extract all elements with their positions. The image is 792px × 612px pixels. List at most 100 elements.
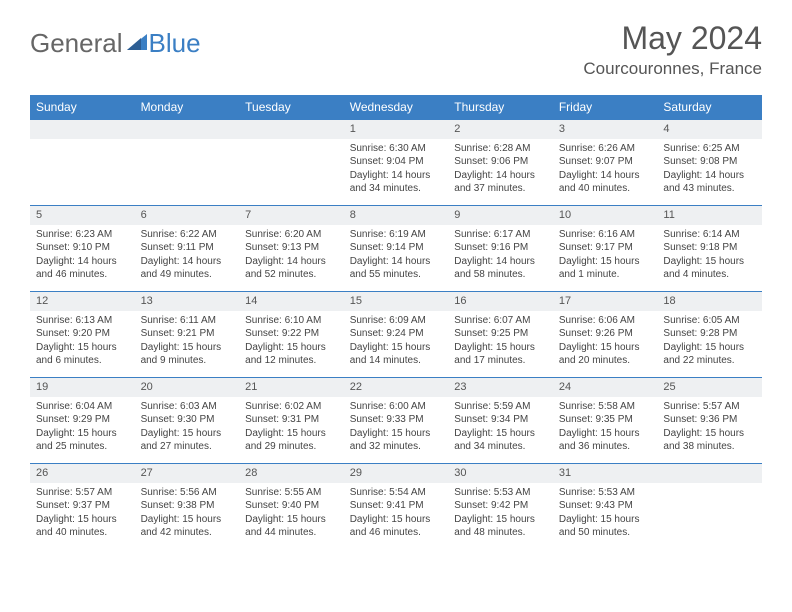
sunset-line: Sunset: 9:18 PM — [663, 241, 756, 255]
sunrise-line: Sunrise: 6:06 AM — [559, 314, 652, 328]
sunrise-line: Sunrise: 6:16 AM — [559, 228, 652, 242]
day-cell: 13Sunrise: 6:11 AMSunset: 9:21 PMDayligh… — [135, 291, 240, 377]
sunrise-line: Sunrise: 6:22 AM — [141, 228, 234, 242]
sunset-line: Sunset: 9:24 PM — [350, 327, 443, 341]
day-number: 29 — [344, 464, 449, 483]
sunrise-line: Sunrise: 5:53 AM — [454, 486, 547, 500]
sunrise-line: Sunrise: 5:55 AM — [245, 486, 338, 500]
sunrise-line: Sunrise: 6:28 AM — [454, 142, 547, 156]
day-details — [657, 483, 762, 543]
daylight-line: Daylight: 14 hours and 46 minutes. — [36, 255, 129, 282]
day-details: Sunrise: 6:07 AMSunset: 9:25 PMDaylight:… — [448, 311, 553, 374]
day-cell: 7Sunrise: 6:20 AMSunset: 9:13 PMDaylight… — [239, 205, 344, 291]
sunrise-line: Sunrise: 6:30 AM — [350, 142, 443, 156]
weekday-header: Sunday — [30, 95, 135, 119]
day-cell: 29 Sunrise: 5:54 AMSunset: 9:41 PMDayligh… — [344, 463, 449, 549]
day-details: Sunrise: 6:14 AMSunset: 9:18 PMDaylight:… — [657, 225, 762, 288]
sunset-line: Sunset: 9:25 PM — [454, 327, 547, 341]
day-number: 17 — [553, 292, 658, 311]
day-cell: 16Sunrise: 6:07 AMSunset: 9:25 PMDayligh… — [448, 291, 553, 377]
sunset-line: Sunset: 9:35 PM — [559, 413, 652, 427]
day-details: Sunrise: 6:13 AMSunset: 9:20 PMDaylight:… — [30, 311, 135, 374]
day-number: 26 — [30, 464, 135, 483]
weekday-header: Monday — [135, 95, 240, 119]
empty-day-cell — [30, 119, 135, 205]
day-cell: 30Sunrise: 5:53 AMSunset: 9:42 PMDayligh… — [448, 463, 553, 549]
sunset-line: Sunset: 9:22 PM — [245, 327, 338, 341]
weekday-header: Wednesday — [344, 95, 449, 119]
weekday-header-row: SundayMondayTuesdayWednesdayThursdayFrid… — [30, 95, 762, 119]
day-number: 23 — [448, 378, 553, 397]
day-number: 8 — [344, 206, 449, 225]
sunrise-line: Sunrise: 5:58 AM — [559, 400, 652, 414]
day-details: Sunrise: 6:25 AMSunset: 9:08 PMDaylight:… — [657, 139, 762, 202]
day-number: 27 — [135, 464, 240, 483]
sunrise-line: Sunrise: 5:53 AM — [559, 486, 652, 500]
brand-logo: General Blue — [30, 28, 201, 59]
day-details: Sunrise: 6:17 AMSunset: 9:16 PMDaylight:… — [448, 225, 553, 288]
day-details: Sunrise: 5:53 AMSunset: 9:43 PMDaylight:… — [553, 483, 658, 546]
daylight-line: Daylight: 14 hours and 40 minutes. — [559, 169, 652, 196]
day-number: 22 — [344, 378, 449, 397]
sunrise-line: Sunrise: 6:20 AM — [245, 228, 338, 242]
day-number: 14 — [239, 292, 344, 311]
daylight-line: Daylight: 15 hours and 29 minutes. — [245, 427, 338, 454]
day-details: Sunrise: 6:28 AMSunset: 9:06 PMDaylight:… — [448, 139, 553, 202]
sunset-line: Sunset: 9:07 PM — [559, 155, 652, 169]
location-label: Courcouronnes, France — [583, 59, 762, 79]
day-cell: 14Sunrise: 6:10 AMSunset: 9:22 PMDayligh… — [239, 291, 344, 377]
daylight-line: Daylight: 15 hours and 46 minutes. — [350, 513, 443, 540]
sunset-line: Sunset: 9:33 PM — [350, 413, 443, 427]
sunrise-line: Sunrise: 6:23 AM — [36, 228, 129, 242]
daylight-line: Daylight: 15 hours and 20 minutes. — [559, 341, 652, 368]
day-number: 15 — [344, 292, 449, 311]
day-cell: 15 Sunrise: 6:09 AMSunset: 9:24 PMDayligh… — [344, 291, 449, 377]
sunset-line: Sunset: 9:37 PM — [36, 499, 129, 513]
sunrise-line: Sunrise: 5:54 AM — [350, 486, 443, 500]
day-number: 2 — [448, 120, 553, 139]
day-number: 16 — [448, 292, 553, 311]
day-details: Sunrise: 6:10 AMSunset: 9:22 PMDaylight:… — [239, 311, 344, 374]
daylight-line: Daylight: 14 hours and 55 minutes. — [350, 255, 443, 282]
sunrise-line: Sunrise: 6:26 AM — [559, 142, 652, 156]
weekday-header: Saturday — [657, 95, 762, 119]
day-number: 21 — [239, 378, 344, 397]
brand-part1: General — [30, 28, 123, 59]
day-cell: 1Sunrise: 6:30 AMSunset: 9:04 PMDaylight… — [344, 119, 449, 205]
sunset-line: Sunset: 9:06 PM — [454, 155, 547, 169]
day-number: 6 — [135, 206, 240, 225]
day-cell: 9Sunrise: 6:17 AMSunset: 9:16 PMDaylight… — [448, 205, 553, 291]
day-details: Sunrise: 5:57 AMSunset: 9:37 PMDaylight:… — [30, 483, 135, 546]
daylight-line: Daylight: 15 hours and 25 minutes. — [36, 427, 129, 454]
sunset-line: Sunset: 9:16 PM — [454, 241, 547, 255]
daylight-line: Daylight: 15 hours and 1 minute. — [559, 255, 652, 282]
day-details: Sunrise: 6:06 AMSunset: 9:26 PMDaylight:… — [553, 311, 658, 374]
sunset-line: Sunset: 9:41 PM — [350, 499, 443, 513]
sunrise-line: Sunrise: 6:09 AM — [350, 314, 443, 328]
day-cell: 22Sunrise: 6:00 AMSunset: 9:33 PMDayligh… — [344, 377, 449, 463]
empty-day-cell — [239, 119, 344, 205]
sunset-line: Sunset: 9:36 PM — [663, 413, 756, 427]
day-number: 11 — [657, 206, 762, 225]
sunrise-line: Sunrise: 5:56 AM — [141, 486, 234, 500]
day-details: Sunrise: 6:11 AMSunset: 9:21 PMDaylight:… — [135, 311, 240, 374]
sunset-line: Sunset: 9:20 PM — [36, 327, 129, 341]
day-number: 30 — [448, 464, 553, 483]
day-number: 18 — [657, 292, 762, 311]
daylight-line: Daylight: 15 hours and 44 minutes. — [245, 513, 338, 540]
day-cell: 24Sunrise: 5:58 AMSunset: 9:35 PMDayligh… — [553, 377, 658, 463]
daylight-line: Daylight: 14 hours and 58 minutes. — [454, 255, 547, 282]
day-details: Sunrise: 5:57 AMSunset: 9:36 PMDaylight:… — [657, 397, 762, 460]
daylight-line: Daylight: 15 hours and 48 minutes. — [454, 513, 547, 540]
daylight-line: Daylight: 15 hours and 14 minutes. — [350, 341, 443, 368]
day-cell: 4Sunrise: 6:25 AMSunset: 9:08 PMDaylight… — [657, 119, 762, 205]
day-number: 13 — [135, 292, 240, 311]
day-details: Sunrise: 5:55 AMSunset: 9:40 PMDaylight:… — [239, 483, 344, 546]
daylight-line: Daylight: 15 hours and 40 minutes. — [36, 513, 129, 540]
month-title: May 2024 — [583, 20, 762, 57]
sunset-line: Sunset: 9:21 PM — [141, 327, 234, 341]
daylight-line: Daylight: 15 hours and 42 minutes. — [141, 513, 234, 540]
daylight-line: Daylight: 15 hours and 6 minutes. — [36, 341, 129, 368]
sunrise-line: Sunrise: 6:10 AM — [245, 314, 338, 328]
day-details: Sunrise: 6:22 AMSunset: 9:11 PMDaylight:… — [135, 225, 240, 288]
